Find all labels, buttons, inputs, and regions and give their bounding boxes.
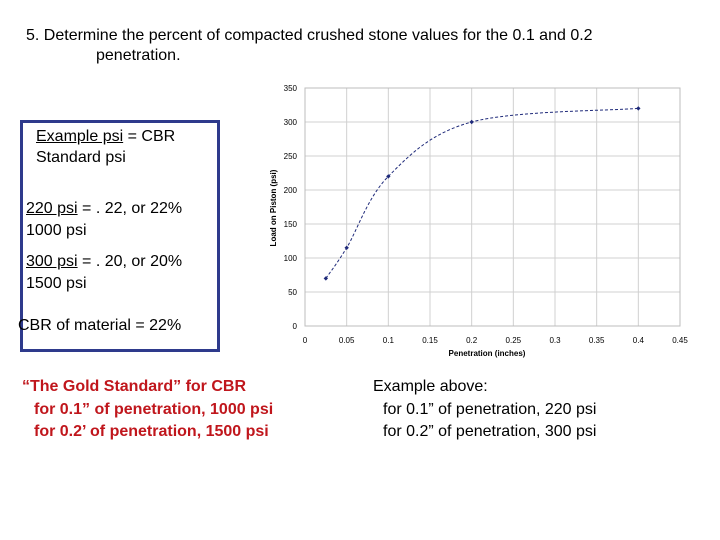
example-above-line-2: for 0.2” of penetration, 300 psi — [383, 423, 597, 440]
x-tick-labels: 0 0.05 0.1 0.15 0.2 0.25 0.3 0.35 0.4 0.45 — [303, 336, 689, 345]
y-tick-label: 250 — [284, 152, 298, 161]
calc-1-numerator: 220 psi — [26, 200, 78, 217]
x-tick-label: 0.25 — [506, 336, 522, 345]
example-formula: Example psi = CBR — [36, 127, 175, 147]
plot-area-border — [304, 87, 681, 327]
data-point — [344, 245, 349, 250]
data-point — [469, 119, 474, 125]
calc-2-numerator: 300 psi — [26, 253, 78, 270]
gold-standard-line-2: for 0.2’ of penetration, 1500 psi — [34, 423, 269, 440]
x-tick-label: 0.3 — [549, 336, 561, 345]
y-tick-label: 150 — [284, 220, 298, 229]
x-tick-label: 0.2 — [466, 336, 478, 345]
example-denominator: Standard psi — [36, 149, 126, 166]
calc-1-result: = . 22, or 22% — [77, 200, 183, 217]
slide-heading: 5. Determine the percent of compacted cr… — [26, 26, 593, 66]
x-tick-label: 0.45 — [672, 336, 688, 345]
y-tick-label: 0 — [293, 322, 298, 331]
gold-standard-title: “The Gold Standard” for CBR — [22, 378, 246, 395]
calc-2-result: = . 20, or 20% — [77, 253, 183, 270]
data-point — [636, 106, 641, 111]
calc-1-denominator: 1000 psi — [26, 222, 87, 239]
x-tick-label: 0 — [303, 336, 308, 345]
data-point — [323, 276, 329, 281]
y-tick-label: 350 — [284, 84, 298, 93]
y-tick-label: 300 — [284, 118, 298, 127]
x-tick-label: 0.05 — [339, 336, 355, 345]
series-line — [325, 107, 639, 279]
series-points — [323, 106, 641, 281]
x-tick-label: 0.1 — [383, 336, 395, 345]
y-tick-label: 200 — [284, 186, 298, 195]
heading-line-2: penetration. — [96, 47, 181, 64]
calc-2-denominator: 1500 psi — [26, 275, 87, 292]
y-tick-labels: 0 50 100 150 200 250 300 350 — [284, 84, 298, 331]
y-tick-label: 50 — [288, 288, 297, 297]
x-tick-label: 0.35 — [589, 336, 605, 345]
gold-standard-line-1: for 0.1” of penetration, 1000 psi — [34, 401, 274, 418]
heading-line-1: 5. Determine the percent of compacted cr… — [26, 27, 593, 44]
x-axis-label: Penetration (inches) — [449, 349, 526, 358]
chart-grid — [304, 87, 681, 327]
load-penetration-chart: 0 0.05 0.1 0.15 0.2 0.25 0.3 0.35 0.4 0.45 0 50 100… — [269, 84, 689, 358]
cbr-result: CBR of material = 22% — [18, 317, 182, 334]
data-point — [386, 174, 391, 179]
example-numerator: Example psi — [36, 128, 124, 145]
calc-1: 220 psi = . 22, or 22% — [26, 199, 182, 219]
cbr-calculation-box — [20, 120, 220, 352]
x-tick-label: 0.15 — [422, 336, 438, 345]
y-tick-label: 100 — [284, 254, 298, 263]
example-above-title: Example above: — [373, 378, 488, 395]
calc-2: 300 psi = . 20, or 20% — [26, 252, 182, 272]
example-equals: = CBR — [123, 128, 176, 145]
example-above-line-1: for 0.1” of penetration, 220 psi — [383, 401, 597, 418]
x-tick-label: 0.4 — [633, 336, 645, 345]
y-axis-label: Load on Piston (psi) — [269, 169, 278, 246]
